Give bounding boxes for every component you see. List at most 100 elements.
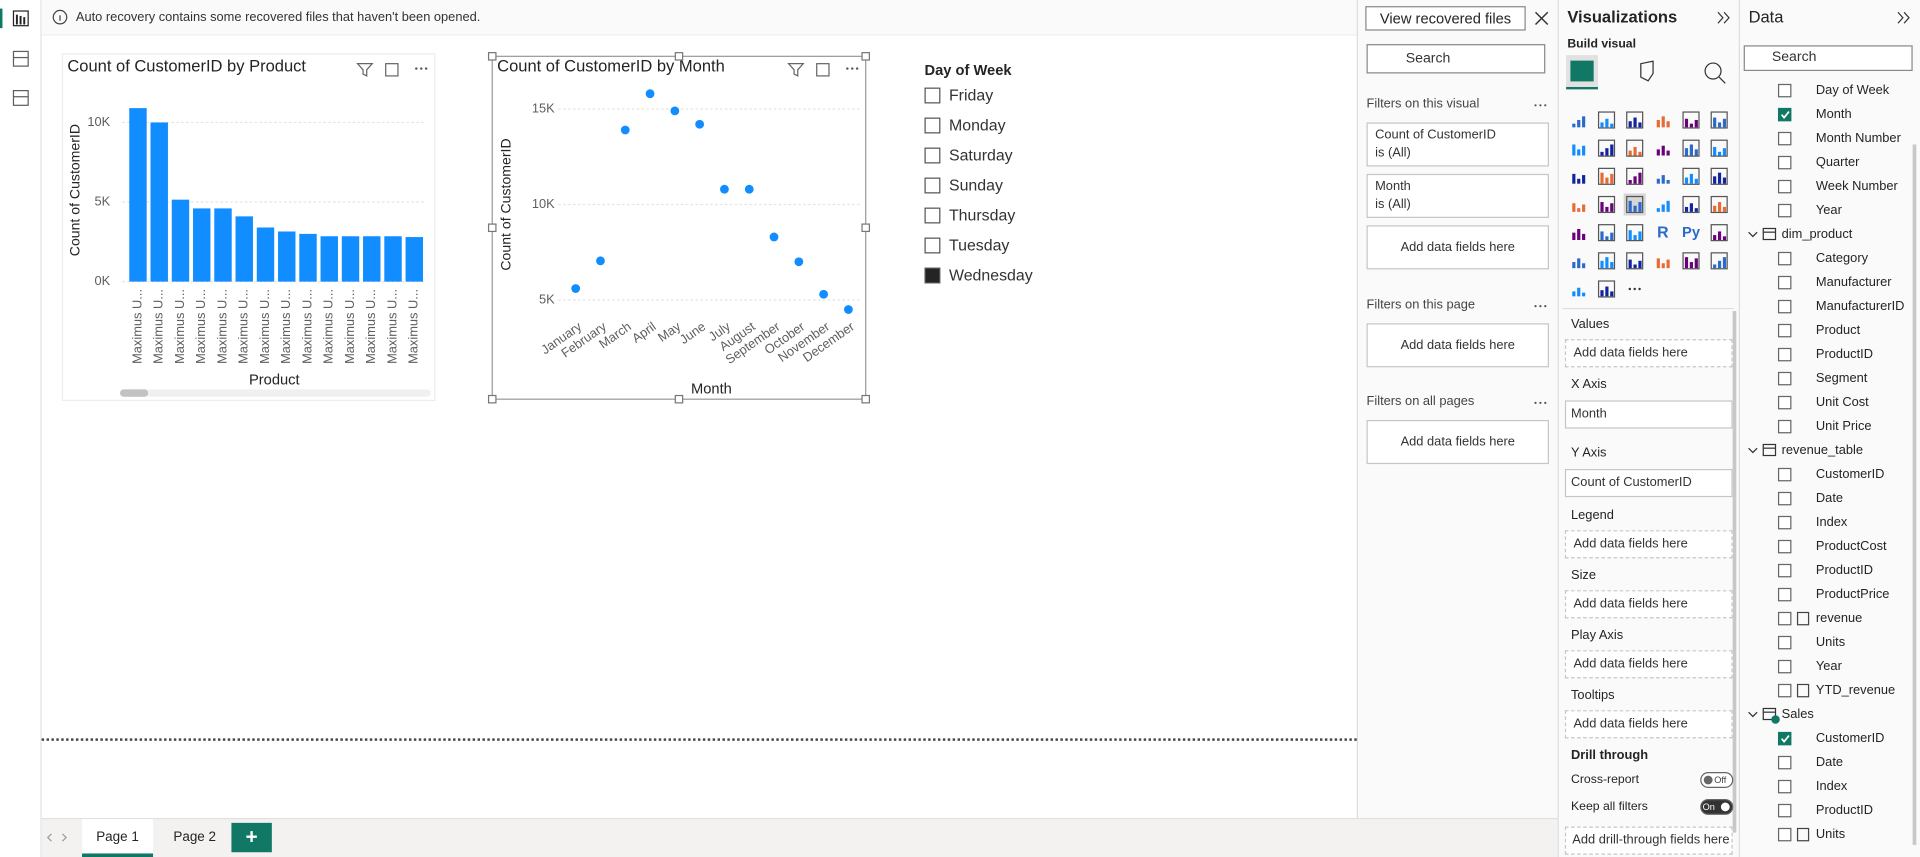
visual-type-icon[interactable] [1655, 168, 1671, 184]
more-options-dot[interactable] [855, 67, 859, 70]
resize-handle[interactable] [487, 223, 497, 233]
more-options-dot[interactable] [420, 67, 423, 70]
visual-type-icon[interactable] [1570, 168, 1586, 184]
collapse-icon[interactable] [1897, 11, 1910, 24]
collapse-icon[interactable] [1717, 11, 1730, 24]
slicer-checkbox[interactable] [924, 87, 941, 104]
resize-handle[interactable] [861, 394, 871, 404]
visual-type-icon[interactable] [1597, 252, 1616, 270]
field-checkbox[interactable] [1777, 107, 1792, 122]
filter-card[interactable] [1366, 173, 1549, 218]
visual-type-icon[interactable] [1682, 111, 1700, 129]
build-visual-icon[interactable] [1570, 60, 1594, 82]
visual-type-icon[interactable] [1570, 281, 1586, 297]
more-visuals-dot[interactable] [1628, 287, 1632, 291]
section-more-dot[interactable] [1534, 305, 1537, 308]
add-fields-box[interactable]: Add data fields here [1366, 323, 1549, 368]
visual-type-icon[interactable] [1597, 167, 1616, 185]
resize-handle[interactable] [674, 52, 684, 61]
visual-type-icon[interactable] [1682, 139, 1700, 157]
view-recovered-button[interactable]: View recovered files [1365, 6, 1526, 31]
visual-type-icon[interactable] [1682, 195, 1700, 214]
well-field[interactable]: Count of CustomerID [1564, 468, 1733, 498]
report-view-icon[interactable] [12, 10, 29, 27]
section-more-dot[interactable] [1534, 104, 1537, 107]
field-checkbox[interactable] [1777, 755, 1792, 770]
visual-type-icon[interactable] [1710, 139, 1728, 157]
field-checkbox[interactable] [1777, 563, 1792, 578]
field-checkbox[interactable] [1777, 347, 1792, 362]
filter-search[interactable]: Search [1366, 44, 1546, 74]
filter-icon[interactable] [356, 63, 374, 77]
scrollbar-thumb[interactable] [120, 389, 149, 397]
page-tab[interactable]: Page 1 [82, 819, 154, 857]
analytics-icon[interactable] [1704, 62, 1722, 80]
visual-type-icon[interactable] [1570, 253, 1586, 269]
slicer-checkbox[interactable] [924, 117, 941, 134]
expand-chevron[interactable] [1748, 231, 1758, 238]
field-checkbox[interactable] [1777, 395, 1792, 410]
field-checkbox[interactable] [1777, 803, 1792, 818]
table-view-icon[interactable] [12, 50, 29, 67]
model-view-icon[interactable] [12, 90, 29, 106]
well-placeholder[interactable]: Add data fields here [1564, 650, 1733, 679]
more-options-dot[interactable] [851, 67, 854, 70]
visual-type-icon[interactable] [1655, 112, 1671, 128]
visual-type-icon[interactable] [1626, 139, 1644, 157]
field-checkbox[interactable] [1777, 467, 1792, 482]
field-checkbox[interactable] [1777, 635, 1792, 650]
field-checkbox[interactable] [1777, 323, 1792, 338]
field-checkbox[interactable] [1777, 611, 1792, 626]
field-checkbox[interactable] [1777, 683, 1792, 698]
resize-handle[interactable] [861, 223, 871, 233]
section-more-dot[interactable] [1544, 401, 1547, 404]
field-checkbox[interactable] [1777, 539, 1792, 554]
close-icon[interactable] [1534, 11, 1549, 26]
add-page-button[interactable]: + [231, 822, 272, 853]
resize-handle[interactable] [674, 394, 684, 404]
field-checkbox[interactable] [1777, 251, 1792, 266]
data-search[interactable]: Search [1743, 45, 1913, 72]
field-checkbox[interactable] [1777, 731, 1792, 746]
field-checkbox[interactable] [1777, 83, 1792, 98]
field-checkbox[interactable] [1777, 299, 1792, 314]
section-more-dot[interactable] [1539, 104, 1542, 107]
add-fields-box[interactable]: Add data fields here [1366, 225, 1549, 270]
slicer-checkbox[interactable] [924, 237, 941, 254]
slicer-checkbox[interactable] [924, 267, 941, 284]
well-placeholder[interactable]: Add data fields here [1564, 530, 1733, 559]
visual-type-icon[interactable] [1597, 280, 1616, 298]
visual-type-icon[interactable] [1655, 253, 1671, 269]
visual-type-icon[interactable] [1623, 193, 1646, 216]
focus-mode-icon[interactable] [816, 63, 830, 77]
visual-type-icon[interactable] [1597, 139, 1616, 157]
visual-type-icon[interactable] [1570, 140, 1586, 156]
section-more-dot[interactable] [1544, 305, 1547, 308]
format-visual-icon[interactable] [1640, 60, 1654, 82]
field-checkbox[interactable] [1777, 371, 1792, 386]
field-checkbox[interactable] [1777, 491, 1792, 506]
visual-type-icon[interactable] [1655, 197, 1671, 213]
field-checkbox[interactable] [1777, 203, 1792, 218]
focus-mode-icon[interactable] [385, 63, 399, 77]
filter-card[interactable] [1366, 122, 1549, 167]
more-visuals-dot[interactable] [1633, 287, 1636, 291]
filter-icon[interactable] [787, 63, 805, 77]
visual-type-icon[interactable] [1597, 111, 1616, 129]
well-placeholder[interactable]: Add data fields here [1564, 590, 1733, 619]
field-checkbox[interactable] [1777, 587, 1792, 602]
visual-type-icon[interactable] [1570, 112, 1586, 128]
visual-type-icon[interactable] [1570, 225, 1586, 241]
add-fields-box[interactable]: Add data fields here [1366, 420, 1549, 465]
visual-type-icon[interactable] [1682, 167, 1700, 185]
visual-type-icon[interactable] [1710, 224, 1728, 242]
more-options-dot[interactable] [424, 67, 428, 70]
field-checkbox[interactable] [1777, 419, 1792, 434]
visual-type-icon[interactable] [1710, 167, 1728, 185]
field-checkbox[interactable] [1777, 659, 1792, 674]
visual-type-icon[interactable] [1597, 224, 1616, 242]
page-tab[interactable]: Page 2 [173, 830, 217, 845]
resize-handle[interactable] [487, 52, 497, 61]
slicer-checkbox[interactable] [924, 177, 941, 194]
field-checkbox[interactable] [1777, 179, 1792, 194]
